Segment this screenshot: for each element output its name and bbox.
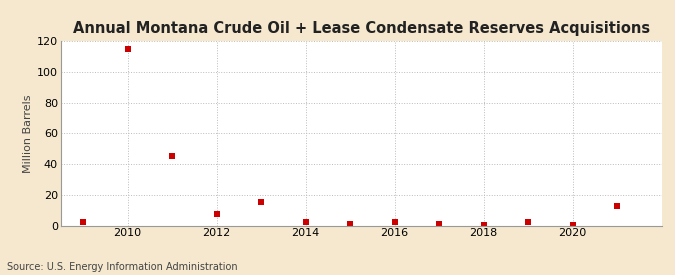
Text: Source: U.S. Energy Information Administration: Source: U.S. Energy Information Administ… xyxy=(7,262,238,272)
Title: Annual Montana Crude Oil + Lease Condensate Reserves Acquisitions: Annual Montana Crude Oil + Lease Condens… xyxy=(73,21,649,36)
Y-axis label: Million Barrels: Million Barrels xyxy=(23,94,32,173)
